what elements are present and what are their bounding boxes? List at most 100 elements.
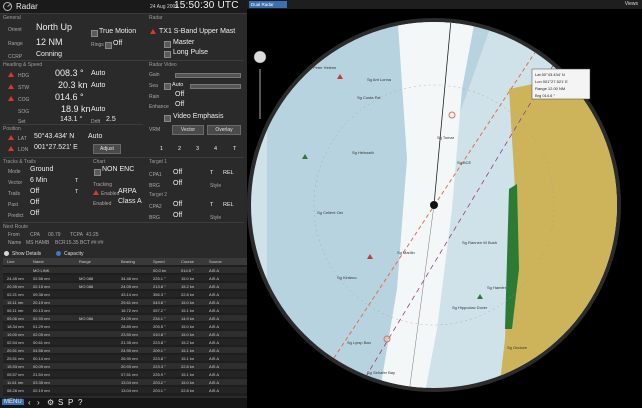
settings-gear-icon[interactable]: ⚙ xyxy=(47,398,55,407)
col-speed[interactable]: Speed xyxy=(153,259,165,264)
back-arrow-icon[interactable]: ‹ xyxy=(28,398,31,407)
sea-slider[interactable] xyxy=(190,84,241,89)
vessel-label[interactable]: Sg Peter Helene xyxy=(307,65,337,70)
trails-t[interactable]: T xyxy=(75,189,79,195)
true-motion-checkbox[interactable] xyxy=(91,30,98,37)
vessel-label[interactable]: Sg Ant Lonna xyxy=(367,77,392,82)
orient-value[interactable]: North Up xyxy=(36,22,73,32)
table-row[interactable]: 20.39 nm 02.15 nm MO 088 24.05 nm 213.8 ° 15.… xyxy=(3,283,247,289)
table-row[interactable]: 15.93 nm 00.09 nm 20.93 nm 223.3 ° 22.8 kn AI… xyxy=(3,363,247,369)
sog-mode[interactable]: Auto xyxy=(91,106,106,113)
rings-value[interactable]: Off xyxy=(113,40,123,47)
predict-value[interactable]: Off xyxy=(30,210,40,217)
cpa2-t[interactable]: T xyxy=(210,202,214,208)
cpa1-t[interactable]: T xyxy=(210,170,214,176)
ebl-4[interactable]: 4 xyxy=(214,146,218,152)
cpa1-value[interactable]: Off xyxy=(173,169,183,176)
col-line[interactable]: Line xyxy=(7,259,15,264)
ebl-t[interactable]: T xyxy=(233,146,237,152)
range-value[interactable]: 12 NM xyxy=(36,37,63,47)
brg1-value[interactable]: Off xyxy=(173,180,183,187)
cpa2-rel[interactable]: REL xyxy=(223,202,234,208)
mode-value[interactable]: Ground xyxy=(30,166,54,173)
vessel-label[interactable]: Sg Costa Pal xyxy=(357,95,380,100)
table-row[interactable]: 20.51 nm 04.56 nm 24.90 nm 209.1 ° 15.1 kn AI… xyxy=(3,347,247,353)
waypoint-icon[interactable] xyxy=(383,335,391,343)
vessel-label[interactable]: Sg Hamfer xyxy=(487,285,507,290)
vessel-label[interactable]: Sg Heinsath xyxy=(352,150,374,155)
ebl-3[interactable]: 3 xyxy=(196,146,200,152)
long-pulse-checkbox[interactable] xyxy=(164,51,171,58)
vessel-label[interactable]: Sg Ondove xyxy=(507,345,528,350)
show-details-radio[interactable] xyxy=(4,251,9,256)
adjust-button[interactable]: Adjust xyxy=(93,144,121,154)
hdg-mode[interactable]: Auto xyxy=(91,70,106,77)
video-emphasis-checkbox[interactable] xyxy=(164,115,171,122)
table-row[interactable]: 06.11 nm 00.13 nm 16.72 nm 057.2 ° 15.1 kn AI… xyxy=(3,307,247,313)
table-row[interactable]: 19.00 nm 02.05 nm 23.50 nm 010.8 ° 15.0 kn AI… xyxy=(3,331,247,337)
pan-control[interactable] xyxy=(253,50,267,119)
capacity-radio[interactable] xyxy=(56,251,61,256)
radar-ppi[interactable]: Sg Peter Helene Sg Ant Lonna Sg Costa Pal S… xyxy=(247,9,642,408)
cpa1-rel[interactable]: REL xyxy=(223,170,234,176)
col-name[interactable]: Name xyxy=(33,259,44,264)
vessel-label[interactable]: Sg Lyrsp Ban xyxy=(347,340,371,345)
col-bearing[interactable]: Bearing xyxy=(121,259,135,264)
forward-arrow-icon[interactable]: › xyxy=(37,398,40,407)
vessel-label[interactable]: Sg BCE xyxy=(457,160,472,165)
enhance-value[interactable]: Off xyxy=(175,101,185,108)
vector-value[interactable]: 6 Min xyxy=(30,177,48,184)
menu-button[interactable]: MENU xyxy=(2,399,24,405)
col-range[interactable]: Range xyxy=(79,259,91,264)
ebl-2[interactable]: 2 xyxy=(178,146,182,152)
overlay-button[interactable]: Overlay xyxy=(207,125,241,135)
rings-checkbox[interactable] xyxy=(105,42,112,49)
non-enc-checkbox[interactable] xyxy=(94,169,101,176)
sea-auto-checkbox[interactable] xyxy=(164,83,171,90)
target-icon[interactable] xyxy=(477,294,483,299)
vessel-label[interactable]: Sg Tomar xyxy=(437,135,455,140)
table-row[interactable]: 05.06 nm 02.93 nm MO 086 24.09 nm 234.1 ° 14.… xyxy=(3,315,247,321)
waypoint-icon[interactable] xyxy=(448,111,456,119)
table-row[interactable]: 08.28 nm 02.19 nm 13.04 nm 203.1 ° 22.8 kn AI… xyxy=(3,387,247,393)
table-row[interactable]: 11.61 nm 03.35 nm 13.04 nm 203.2 ° 15.0 kn AI… xyxy=(3,379,247,385)
vector-button[interactable]: Vector xyxy=(172,125,204,135)
ccrp-value[interactable]: Conning xyxy=(36,51,63,58)
vessel-label[interactable]: Sg Rannen W Bush xyxy=(462,240,497,245)
cpa2-value[interactable]: Off xyxy=(173,201,183,208)
ebl-1[interactable]: 1 xyxy=(160,146,164,152)
target-icon[interactable] xyxy=(367,254,373,259)
trails-value[interactable]: Off xyxy=(30,188,40,195)
p-button[interactable]: P xyxy=(68,398,74,407)
class-value[interactable]: Class A xyxy=(118,198,142,205)
stw-mode[interactable]: Auto xyxy=(91,82,106,89)
arpa-value[interactable]: ARPA xyxy=(118,188,137,195)
brg2-value[interactable]: Off xyxy=(173,212,183,219)
tab-dual-radar[interactable]: Dual Radar xyxy=(249,1,287,8)
vector-t[interactable]: T xyxy=(75,178,79,184)
target-icon[interactable] xyxy=(302,154,308,159)
table-row[interactable]: 18.34 nm 01.29 nm 28.89 nm 205.5 ° 15.0 kn AI… xyxy=(3,323,247,329)
vessel-label[interactable]: Sg Hippoclac Dover xyxy=(452,305,488,310)
table-row[interactable]: 24.45 nm 02.56 nm MO 088 34.46 nm 225.1 ° 15.… xyxy=(3,275,247,281)
vessel-label[interactable]: Sg Sehafer Bay xyxy=(367,370,395,375)
transceiver-value[interactable]: TX1 S-Band Upper Mast xyxy=(159,28,236,35)
lat-mode[interactable]: Auto xyxy=(88,133,103,140)
table-row[interactable]: 25.51 nm 00.14 nm 26.90 nm 223.8 ° 15.1 kn AI… xyxy=(3,355,247,361)
col-source[interactable]: Source xyxy=(209,259,222,264)
table-row[interactable]: 02.54 nm 00.61 nm 21.35 nm 223.8 ° 15.2 kn AI… xyxy=(3,339,247,345)
rain-value[interactable]: Off xyxy=(175,91,185,98)
table-row[interactable]: 15.11 nm 20.19 nm 29.61 nm 043.6 ° 15.0 kn AI… xyxy=(3,299,247,305)
vessel-label[interactable]: Sg Cellent Ost xyxy=(317,210,344,215)
vessel-label[interactable]: Sg Marilin xyxy=(397,250,415,255)
table-row[interactable]: 05.57 nm 21.54 nm 07.51 nm 225.9 ° 15.1 kn AI… xyxy=(3,371,247,377)
past-value[interactable]: Off xyxy=(30,199,40,206)
master-checkbox[interactable] xyxy=(164,41,171,48)
help-button[interactable]: ? xyxy=(78,398,83,407)
radar-display[interactable]: Dual Radar Views Sg Peter Helene Sg Ant xyxy=(247,0,642,408)
gain-slider[interactable] xyxy=(175,73,241,78)
col-course[interactable]: Course xyxy=(181,259,194,264)
views-menu[interactable]: Views xyxy=(624,1,638,7)
table-row[interactable]: 02.21 nm 09.38 nm 43.14 nm 356.3 ° 22.8 kn AI… xyxy=(3,291,247,297)
table-row[interactable]: MO LINK 00.0 kn 014.5 ° AIS A xyxy=(3,267,247,273)
